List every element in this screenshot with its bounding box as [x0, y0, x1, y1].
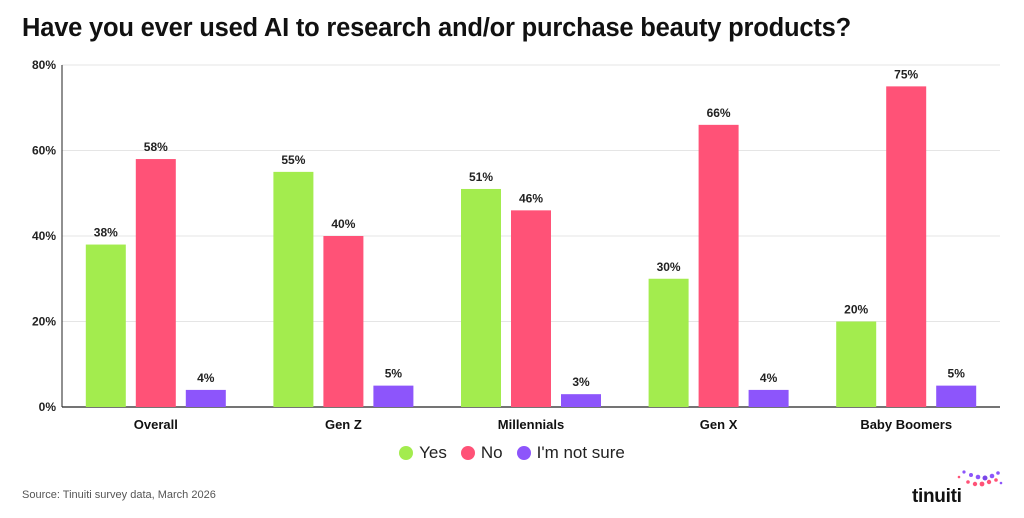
bar-yes: [836, 321, 877, 407]
legend-label-yes: Yes: [419, 443, 447, 462]
bar-not-sure: [373, 385, 414, 407]
legend-swatch-yes: [399, 446, 414, 460]
bar-no: [135, 159, 176, 407]
bar-not-sure: [185, 389, 226, 407]
bar-not-sure: [561, 394, 601, 407]
y-tick-label: 60%: [32, 144, 56, 158]
x-tick-label: Millennials: [498, 417, 564, 432]
logo-text: tinuiti: [912, 486, 962, 507]
bar-no: [511, 210, 551, 407]
data-label: 75%: [894, 67, 918, 81]
logo-dots-icon: [957, 470, 1003, 487]
data-label: 30%: [657, 260, 681, 274]
legend-swatch-not-sure: [516, 446, 531, 460]
bar-yes: [273, 171, 314, 407]
legend-item-yes: Yes: [399, 443, 447, 463]
legend-swatch-no: [460, 446, 475, 460]
bar-no: [886, 86, 927, 407]
tinuiti-logo: tinuiti: [912, 468, 1004, 508]
bar-yes: [461, 188, 501, 407]
y-tick-label: 0%: [39, 400, 57, 414]
data-label: 58%: [144, 140, 168, 154]
bar-no: [698, 124, 739, 407]
legend: Yes No I'm not sure: [0, 443, 1024, 463]
x-tick-label: Baby Boomers: [860, 417, 952, 432]
legend-item-no: No: [460, 443, 503, 463]
data-label: 5%: [385, 367, 403, 381]
data-label: 55%: [281, 153, 305, 167]
bar-not-sure: [936, 385, 977, 407]
y-tick-label: 40%: [32, 229, 56, 243]
legend-item-not-sure: I'm not sure: [516, 443, 625, 463]
data-label: 20%: [844, 303, 868, 317]
data-label: 38%: [94, 226, 118, 240]
legend-label-no: No: [480, 443, 503, 462]
data-label: 66%: [707, 106, 731, 120]
bar-yes: [648, 278, 689, 407]
bar-not-sure: [748, 389, 789, 407]
x-tick-label: Overall: [134, 417, 178, 432]
data-label: 4%: [197, 371, 215, 385]
data-label: 4%: [760, 371, 778, 385]
x-tick-label: Gen Z: [325, 417, 362, 432]
data-label: 46%: [519, 191, 543, 205]
source-note: Source: Tinuiti survey data, March 2026: [22, 489, 216, 501]
x-tick-label: Gen X: [700, 417, 738, 432]
data-label: 51%: [469, 170, 493, 184]
data-label: 3%: [572, 375, 590, 389]
data-label: 40%: [331, 217, 355, 231]
legend-label-not-sure: I'm not sure: [536, 443, 625, 462]
bar-no: [323, 236, 364, 407]
y-tick-label: 80%: [32, 58, 56, 72]
bar-yes: [85, 244, 126, 407]
chart-title: Have you ever used AI to research and/or…: [22, 14, 852, 42]
data-label: 5%: [948, 367, 966, 381]
y-tick-label: 20%: [32, 315, 56, 329]
